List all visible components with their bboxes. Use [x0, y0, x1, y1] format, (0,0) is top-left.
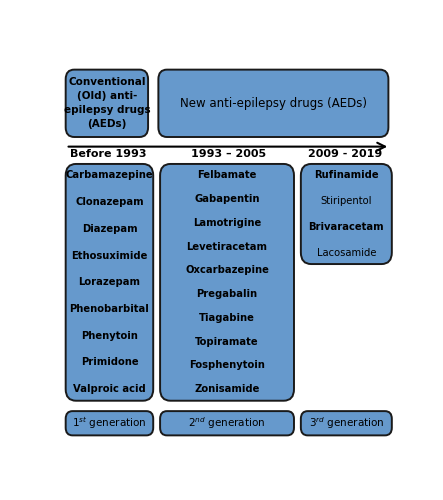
Text: Felbamate: Felbamate — [197, 170, 257, 180]
Text: Levetiracetam: Levetiracetam — [187, 242, 268, 252]
Text: Carbamazepine: Carbamazepine — [66, 170, 153, 180]
Text: Phenytoin: Phenytoin — [81, 331, 138, 341]
Text: New anti-epilepsy drugs (AEDs): New anti-epilepsy drugs (AEDs) — [180, 97, 367, 110]
Text: Primidone: Primidone — [81, 358, 138, 368]
Text: Stiripentol: Stiripentol — [321, 196, 372, 206]
Text: Rufinamide: Rufinamide — [314, 170, 379, 180]
FancyBboxPatch shape — [66, 411, 153, 436]
Text: Brivaracetam: Brivaracetam — [308, 222, 384, 232]
FancyBboxPatch shape — [301, 411, 392, 436]
FancyBboxPatch shape — [160, 164, 294, 400]
Text: Diazepam: Diazepam — [82, 224, 137, 234]
FancyBboxPatch shape — [301, 164, 392, 264]
Text: Valproic acid: Valproic acid — [73, 384, 146, 394]
FancyBboxPatch shape — [66, 70, 148, 137]
Text: Pregabalin: Pregabalin — [197, 289, 257, 299]
Text: Zonisamide: Zonisamide — [194, 384, 260, 394]
Text: Oxcarbazepine: Oxcarbazepine — [185, 266, 269, 276]
Text: Phenobarbital: Phenobarbital — [70, 304, 149, 314]
Text: Lamotrigine: Lamotrigine — [193, 218, 261, 228]
Text: Lacosamide: Lacosamide — [317, 248, 376, 258]
Text: Clonazepam: Clonazepam — [75, 197, 144, 207]
Text: Tiagabine: Tiagabine — [199, 313, 255, 323]
Text: 1993 – 2005: 1993 – 2005 — [191, 150, 266, 160]
Text: Fosphenytoin: Fosphenytoin — [189, 360, 265, 370]
Text: 2$^{nd}$ generation: 2$^{nd}$ generation — [188, 416, 266, 431]
Text: 3$^{rd}$ generation: 3$^{rd}$ generation — [309, 416, 384, 431]
Text: Lorazepam: Lorazepam — [78, 278, 140, 287]
Text: Before 1993: Before 1993 — [70, 150, 147, 160]
Text: 1$^{st}$ generation: 1$^{st}$ generation — [72, 416, 147, 431]
FancyBboxPatch shape — [160, 411, 294, 436]
FancyBboxPatch shape — [66, 164, 153, 400]
Text: 2009 - 2019: 2009 - 2019 — [308, 150, 383, 160]
Text: Conventional
(Old) anti-
epilepsy drugs
(AEDs): Conventional (Old) anti- epilepsy drugs … — [63, 78, 150, 130]
Text: Topiramate: Topiramate — [195, 336, 259, 346]
Text: Gabapentin: Gabapentin — [194, 194, 260, 204]
FancyBboxPatch shape — [159, 70, 389, 137]
Text: Ethosuximide: Ethosuximide — [71, 250, 148, 260]
